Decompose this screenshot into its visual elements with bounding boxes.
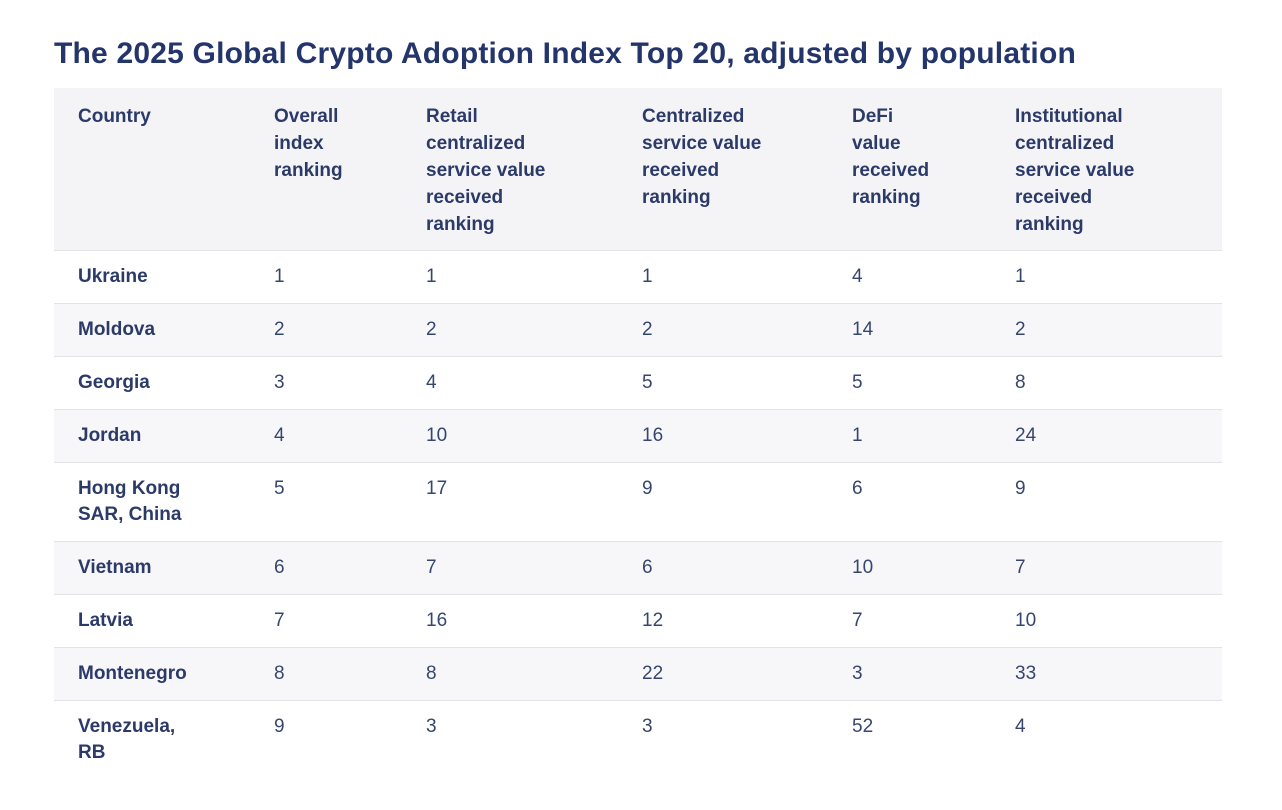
country-cell: Venezuela, RB bbox=[54, 701, 274, 780]
retail-rank-cell: 7 bbox=[426, 557, 437, 578]
column-header-label: Overall index ranking bbox=[274, 106, 343, 181]
column-header-label: Country bbox=[78, 106, 151, 127]
overall-rank-cell: 3 bbox=[274, 372, 285, 393]
centralized-rank-cell: 12 bbox=[642, 610, 664, 631]
column-header-label: DeFi value received ranking bbox=[852, 106, 930, 208]
column-header-institutional-ranking: Institutional centralized service value … bbox=[1015, 88, 1222, 251]
retail-rank-cell: 8 bbox=[426, 663, 437, 684]
centralized-rank-cell: 22 bbox=[642, 663, 664, 684]
column-header-defi-ranking: DeFi value received ranking bbox=[852, 88, 1015, 251]
page-container: The 2025 Global Crypto Adoption Index To… bbox=[54, 30, 1222, 779]
centralized-rank-cell: 3 bbox=[642, 716, 653, 737]
retail-rank-cell: 16 bbox=[426, 610, 448, 631]
country-cell: Ukraine bbox=[54, 251, 274, 304]
defi-rank-cell: 6 bbox=[852, 478, 863, 499]
defi-rank-cell: 14 bbox=[852, 319, 874, 340]
table-header-row: Country Overall index ranking Retail cen… bbox=[54, 88, 1222, 251]
overall-rank-cell: 6 bbox=[274, 557, 285, 578]
overall-rank-cell: 9 bbox=[274, 716, 285, 737]
column-header-country: Country bbox=[54, 88, 274, 251]
defi-rank-cell: 7 bbox=[852, 610, 863, 631]
centralized-rank-cell: 2 bbox=[642, 319, 653, 340]
centralized-rank-cell: 16 bbox=[642, 425, 664, 446]
retail-rank-cell: 10 bbox=[426, 425, 448, 446]
country-cell: Moldova bbox=[54, 304, 274, 357]
overall-rank-cell: 1 bbox=[274, 266, 285, 287]
column-header-label: Centralized service value received ranki… bbox=[642, 106, 762, 208]
country-name: Venezuela, RB bbox=[78, 716, 176, 763]
page-title: The 2025 Global Crypto Adoption Index To… bbox=[54, 37, 1076, 70]
overall-rank-cell: 5 bbox=[274, 478, 285, 499]
centralized-rank-cell: 9 bbox=[642, 478, 653, 499]
column-header-label: Retail centralized service value receive… bbox=[426, 106, 546, 235]
retail-rank-cell: 3 bbox=[426, 716, 437, 737]
overall-rank-cell: 4 bbox=[274, 425, 285, 446]
defi-rank-cell: 3 bbox=[852, 663, 863, 684]
table-row: Venezuela, RB 9 3 3 52 4 bbox=[54, 700, 1222, 780]
institutional-rank-cell: 4 bbox=[1015, 716, 1026, 737]
defi-rank-cell: 5 bbox=[852, 372, 863, 393]
retail-rank-cell: 17 bbox=[426, 478, 448, 499]
centralized-rank-cell: 1 bbox=[642, 266, 653, 287]
institutional-rank-cell: 2 bbox=[1015, 319, 1026, 340]
column-header-label: Institutional centralized service value … bbox=[1015, 106, 1135, 235]
centralized-rank-cell: 6 bbox=[642, 557, 653, 578]
country-cell: Latvia bbox=[54, 595, 274, 648]
table-row: Georgia 3 4 5 5 8 bbox=[54, 356, 1222, 410]
column-header-retail-centralized-ranking: Retail centralized service value receive… bbox=[426, 88, 642, 251]
table-row: Jordan 4 10 16 1 24 bbox=[54, 409, 1222, 463]
country-name: Moldova bbox=[78, 319, 156, 340]
institutional-rank-cell: 24 bbox=[1015, 425, 1037, 446]
country-cell: Vietnam bbox=[54, 542, 274, 595]
centralized-rank-cell: 5 bbox=[642, 372, 653, 393]
table-row: Montenegro 8 8 22 3 33 bbox=[54, 647, 1222, 701]
table-row: Moldova 2 2 2 14 2 bbox=[54, 303, 1222, 357]
column-header-overall-index-ranking: Overall index ranking bbox=[274, 88, 426, 251]
country-name: Vietnam bbox=[78, 557, 152, 578]
retail-rank-cell: 4 bbox=[426, 372, 437, 393]
institutional-rank-cell: 10 bbox=[1015, 610, 1037, 631]
table-row: Ukraine 1 1 1 4 1 bbox=[54, 250, 1222, 304]
country-name: Hong Kong SAR, China bbox=[78, 478, 182, 525]
country-name: Latvia bbox=[78, 610, 133, 631]
country-cell: Jordan bbox=[54, 410, 274, 463]
column-header-centralized-ranking: Centralized service value received ranki… bbox=[642, 88, 852, 251]
defi-rank-cell: 52 bbox=[852, 716, 874, 737]
overall-rank-cell: 2 bbox=[274, 319, 285, 340]
country-name: Georgia bbox=[78, 372, 150, 393]
retail-rank-cell: 2 bbox=[426, 319, 437, 340]
country-cell: Montenegro bbox=[54, 648, 274, 701]
institutional-rank-cell: 8 bbox=[1015, 372, 1026, 393]
country-name: Jordan bbox=[78, 425, 142, 446]
overall-rank-cell: 7 bbox=[274, 610, 285, 631]
institutional-rank-cell: 7 bbox=[1015, 557, 1026, 578]
table-row: Hong Kong SAR, China 5 17 9 6 9 bbox=[54, 462, 1222, 542]
crypto-adoption-table: Country Overall index ranking Retail cen… bbox=[54, 88, 1222, 779]
retail-rank-cell: 1 bbox=[426, 266, 437, 287]
institutional-rank-cell: 9 bbox=[1015, 478, 1026, 499]
table-row: Latvia 7 16 12 7 10 bbox=[54, 594, 1222, 648]
table-row: Vietnam 6 7 6 10 7 bbox=[54, 541, 1222, 595]
defi-rank-cell: 4 bbox=[852, 266, 863, 287]
country-name: Ukraine bbox=[78, 266, 148, 287]
institutional-rank-cell: 1 bbox=[1015, 266, 1026, 287]
country-name: Montenegro bbox=[78, 663, 187, 684]
institutional-rank-cell: 33 bbox=[1015, 663, 1037, 684]
defi-rank-cell: 10 bbox=[852, 557, 874, 578]
country-cell: Georgia bbox=[54, 357, 274, 410]
country-cell: Hong Kong SAR, China bbox=[54, 463, 274, 542]
overall-rank-cell: 8 bbox=[274, 663, 285, 684]
defi-rank-cell: 1 bbox=[852, 425, 863, 446]
